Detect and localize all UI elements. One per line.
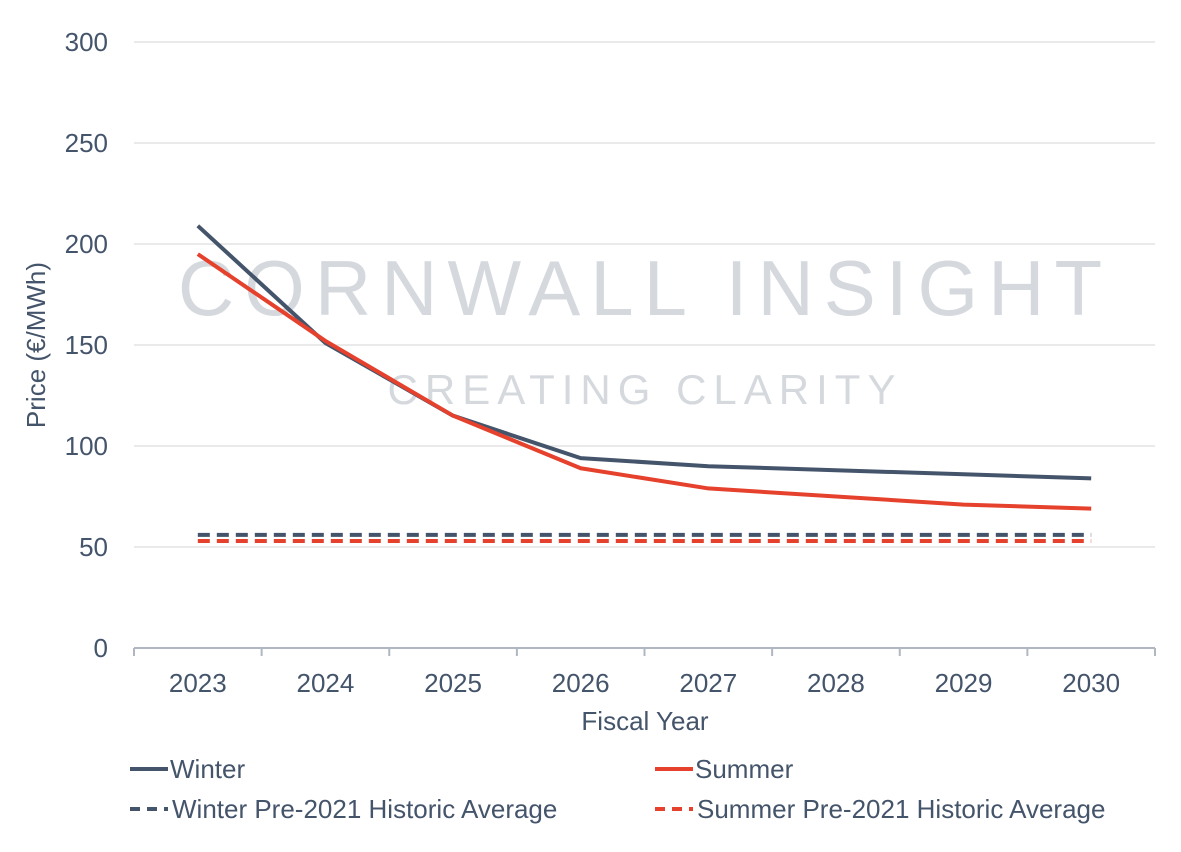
y-tick-label: 50 — [79, 532, 108, 562]
legend-label: Summer Pre-2021 Historic Average — [697, 794, 1105, 824]
y-tick-label: 100 — [65, 431, 108, 461]
legend: Winter Summer Winter Pre-2021 Historic Ave… — [130, 754, 1105, 824]
y-tick-label: 150 — [65, 330, 108, 360]
legend-label: Winter — [170, 754, 245, 784]
x-tick-label: 2030 — [1062, 668, 1120, 698]
legend-label: Summer — [695, 754, 794, 784]
x-tick-label: 2026 — [552, 668, 610, 698]
series-line-summer — [196, 252, 1092, 511]
y-tick-label: 250 — [65, 128, 108, 158]
x-tick-label: 2024 — [297, 668, 355, 698]
y-tick-label: 300 — [65, 27, 108, 57]
x-tick-label: 2029 — [935, 668, 993, 698]
y-axis-label: Price (€/MWh) — [21, 262, 51, 428]
x-tick-label: 2023 — [169, 668, 227, 698]
x-tick-label: 2027 — [679, 668, 737, 698]
x-tick-label: 2028 — [807, 668, 865, 698]
x-tick-label: 2025 — [424, 668, 482, 698]
y-tick-label: 200 — [65, 229, 108, 259]
watermark-line2: CREATING CLARITY — [388, 366, 903, 413]
legend-label: Winter Pre-2021 Historic Average — [172, 794, 557, 824]
x-axis-label: Fiscal Year — [581, 706, 709, 736]
y-tick-label: 0 — [94, 633, 108, 663]
watermark-line1: CORNWALL INSIGHT — [178, 244, 1112, 332]
watermark: CORNWALL INSIGHT CREATING CLARITY — [178, 244, 1112, 413]
